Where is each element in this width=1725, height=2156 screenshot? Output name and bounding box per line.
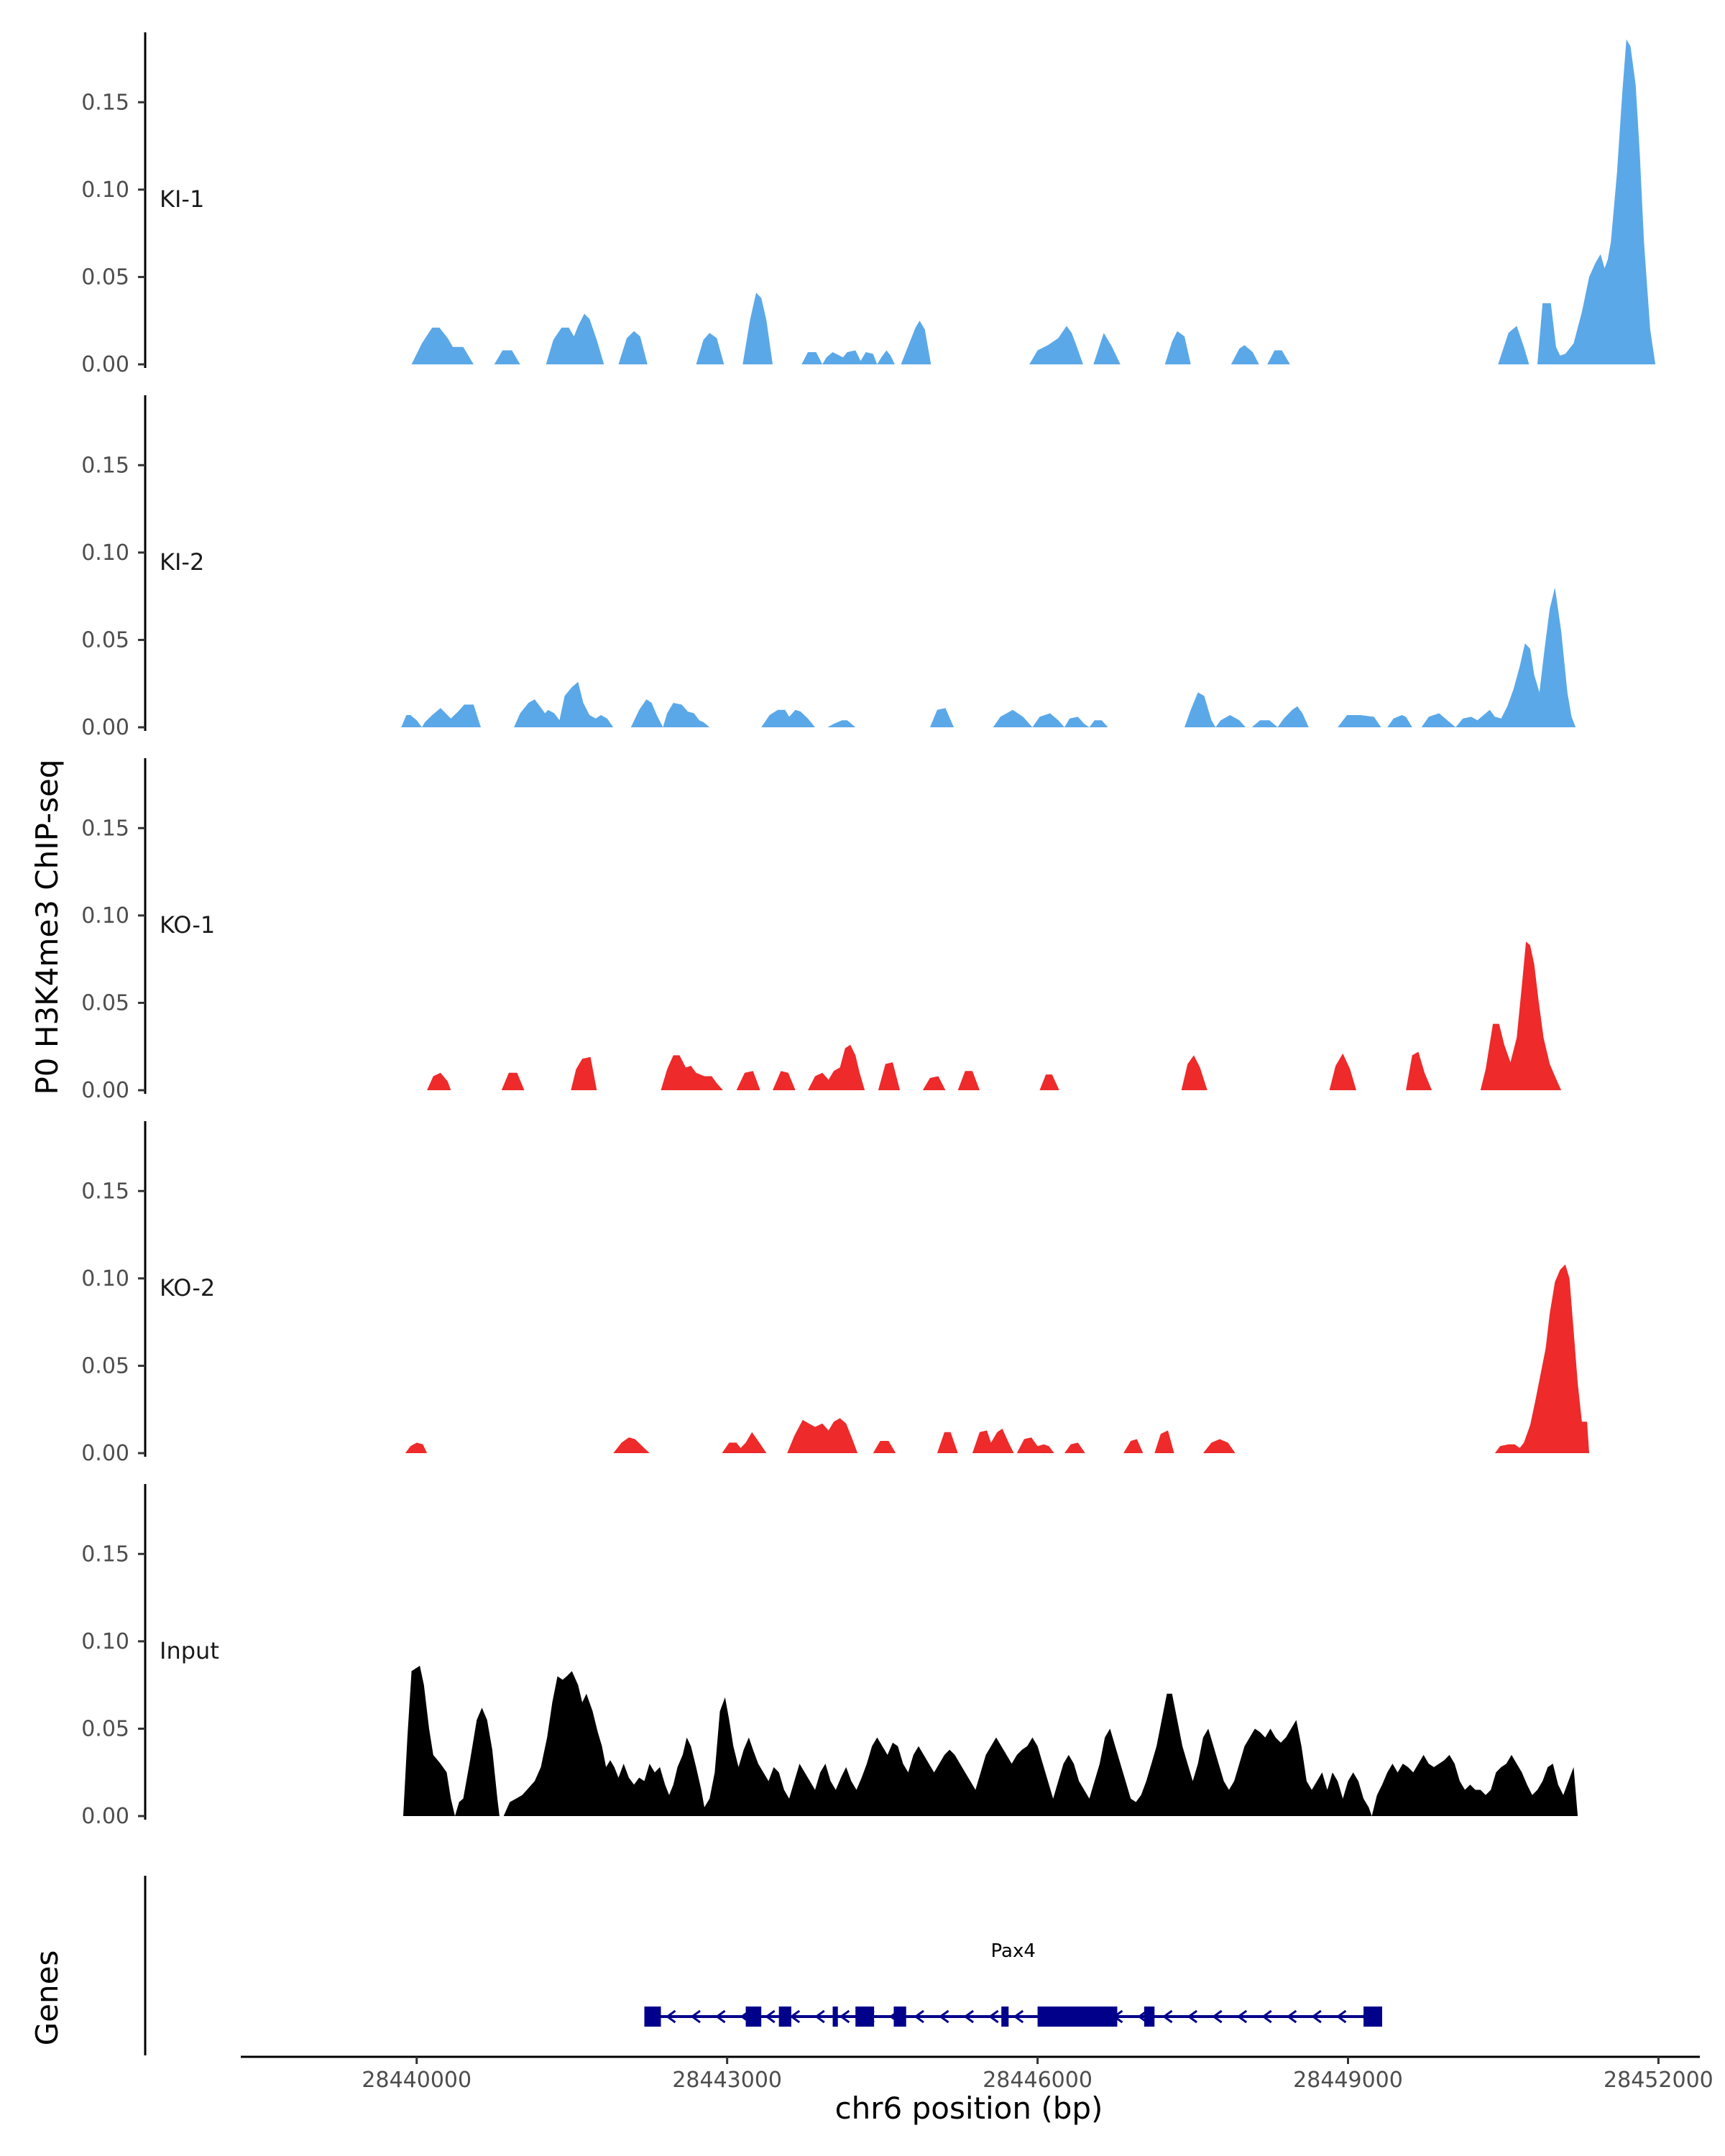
signal-area: [405, 1264, 1589, 1453]
genes-axis-title: Genes: [29, 1950, 65, 2046]
gene-layer: Pax4: [144, 1876, 1383, 2055]
y-tick-label: 0.00: [81, 715, 129, 740]
strand-arrow: [1261, 2009, 1272, 2024]
y-tick-label: 0.05: [81, 1716, 129, 1741]
strand-arrow: [715, 2009, 726, 2024]
y-tick-label: 0.05: [81, 1353, 129, 1378]
track-label: KI-1: [160, 185, 204, 213]
gene-exon: [832, 2007, 838, 2027]
strand-arrow: [988, 2009, 999, 2024]
track-label: Input: [160, 1637, 219, 1664]
y-tick-label: 0.15: [81, 1179, 129, 1204]
tracks-layer: 0.00 0.05 0.10 0.15 KI-1 0.00 0.05 0.10 0.15 KI-2…: [81, 32, 1656, 1829]
x-axis-title: chr6 position (bp): [835, 2091, 1103, 2126]
y-tick-label: 0.10: [81, 178, 129, 203]
gene-exon: [644, 2007, 661, 2027]
strand-arrow: [665, 2009, 676, 2024]
y-tick-label: 0.00: [81, 1078, 129, 1103]
strand-arrow: [1236, 2009, 1248, 2024]
x-tick-label: 28452000: [1604, 2068, 1714, 2093]
y-tick-label: 0.00: [81, 352, 129, 377]
track-input: 0.00 0.05 0.10 0.15 Input: [81, 1484, 1578, 1829]
gene-exon: [1363, 2007, 1383, 2027]
signal-area: [403, 1665, 1578, 1816]
strand-arrow: [963, 2009, 975, 2024]
strand-arrow: [839, 2009, 850, 2024]
track-label: KO-1: [160, 911, 215, 939]
signal-area: [401, 587, 1576, 727]
strand-arrow: [914, 2009, 924, 2024]
gene-exon: [1037, 2007, 1118, 2027]
gene-exon: [855, 2007, 875, 2027]
signal-area: [427, 941, 1562, 1090]
x-tick-label: 28446000: [983, 2068, 1092, 2093]
y-tick-label: 0.10: [81, 1266, 129, 1291]
track-label: KI-2: [160, 548, 204, 576]
y-tick-label: 0.10: [81, 1629, 129, 1654]
strand-arrow: [1286, 2009, 1297, 2024]
gene-exon: [1144, 2007, 1155, 2027]
y-tick-label: 0.15: [81, 1542, 129, 1567]
x-tick-label: 28440000: [362, 2068, 472, 2093]
strand-arrow: [1013, 2009, 1024, 2024]
gene-label: Pax4: [991, 1940, 1036, 1962]
y-tick-label: 0.10: [81, 903, 129, 929]
track-ki-1: 0.00 0.05 0.10 0.15 KI-1: [81, 32, 1656, 377]
strand-arrow: [1212, 2009, 1223, 2024]
y-tick-label: 0.15: [81, 453, 129, 478]
track-ki-2: 0.00 0.05 0.10 0.15 KI-2: [81, 395, 1576, 740]
signal-area: [411, 39, 1656, 364]
y-axis-title: P0 H3K4me3 ChIP-seq: [29, 759, 65, 1095]
strand-arrow: [1162, 2009, 1173, 2024]
strand-arrow: [1311, 2009, 1322, 2024]
x-axis: 28440000 28443000 28446000 28449000 28452000: [241, 2055, 1714, 2093]
strand-arrow: [814, 2009, 825, 2024]
track-label: KO-2: [160, 1274, 215, 1302]
y-tick-label: 0.15: [81, 816, 129, 841]
y-tick-label: 0.00: [81, 1804, 129, 1829]
gene-exon: [745, 2007, 762, 2027]
x-tick-label: 28443000: [672, 2068, 782, 2093]
strand-arrow: [1335, 2009, 1347, 2024]
strand-arrow: [690, 2009, 701, 2024]
strand-arrow: [1187, 2009, 1197, 2024]
y-tick-label: 0.05: [81, 264, 129, 290]
y-tick-label: 0.15: [81, 90, 129, 115]
gene-exon: [1001, 2007, 1009, 2027]
x-tick-label: 28449000: [1293, 2068, 1403, 2093]
strand-arrow: [789, 2009, 801, 2024]
y-tick-label: 0.00: [81, 1441, 129, 1466]
gene-exon: [893, 2007, 906, 2027]
y-tick-label: 0.10: [81, 540, 129, 566]
track-ko-1: 0.00 0.05 0.10 0.15 KO-1: [81, 758, 1562, 1103]
gene-exon: [778, 2007, 791, 2027]
strand-arrow: [939, 2009, 949, 2024]
track-ko-2: 0.00 0.05 0.10 0.15 KO-2: [81, 1121, 1589, 1466]
y-tick-label: 0.05: [81, 627, 129, 653]
y-tick-label: 0.05: [81, 990, 129, 1015]
strand-arrow: [765, 2009, 776, 2024]
